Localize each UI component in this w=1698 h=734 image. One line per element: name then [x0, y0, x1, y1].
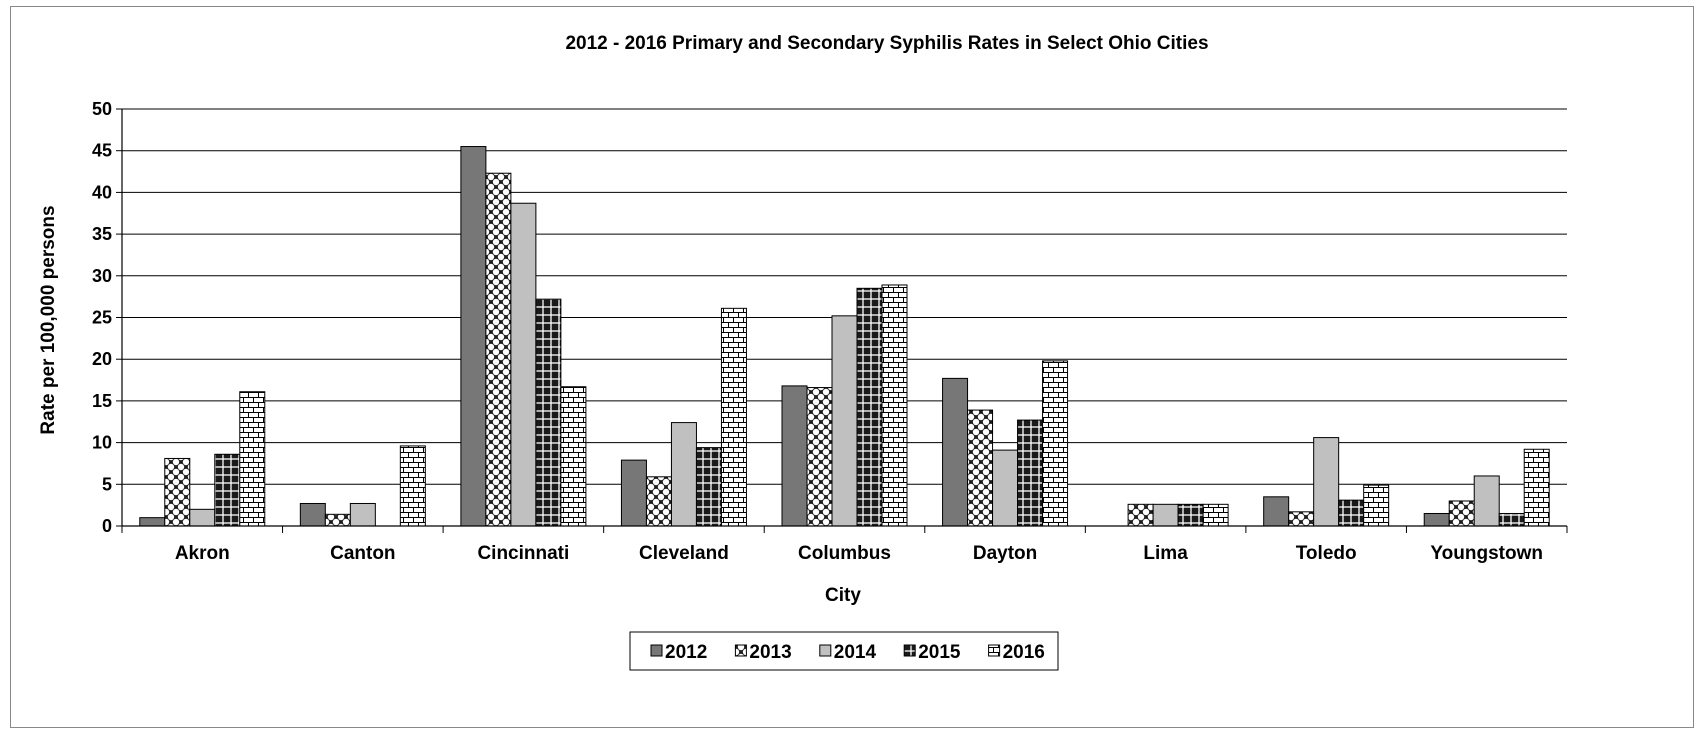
legend-swatch-2016	[988, 644, 1001, 657]
bar-2016-toledo	[1363, 484, 1390, 527]
bar-2014-dayton	[992, 449, 1019, 527]
y-tick-label: 20	[92, 349, 112, 369]
x-tick-label: Youngstown	[1430, 543, 1543, 564]
bar-2014-akron	[189, 508, 216, 527]
chart-frame: 2012 - 2016 Primary and Secondary Syphil…	[10, 6, 1694, 728]
y-tick-label: 25	[92, 308, 112, 328]
legend-label-2014: 2014	[834, 642, 877, 663]
x-tick-label: Cleveland	[639, 543, 729, 564]
bars	[139, 146, 1550, 527]
bar-2015-akron	[214, 453, 241, 527]
bar-2015-cincinnati	[535, 298, 562, 527]
x-tick-label: Canton	[330, 543, 395, 564]
bar-2013-lima	[1127, 503, 1154, 527]
bar-2014-canton	[349, 502, 376, 527]
bar-2016-columbus	[881, 284, 908, 527]
legend-label-2012: 2012	[665, 642, 707, 663]
legend: 2012 2013 2014 2015 2016	[629, 631, 1059, 671]
bar-2013-youngstown	[1448, 500, 1475, 527]
legend-label-2016: 2016	[1003, 642, 1045, 663]
chart-title: 2012 - 2016 Primary and Secondary Syphil…	[565, 33, 1208, 54]
bar-2016-lima	[1202, 503, 1229, 527]
bar-2016-akron	[239, 391, 266, 527]
tick-labels: 0 5 10 15 20 25 30 35 40 45 50 Akron Canton Cincinnat…	[92, 99, 1543, 564]
y-tick-label: 50	[92, 99, 112, 119]
bar-2014-columbus	[831, 315, 858, 527]
y-tick-label: 10	[92, 433, 112, 453]
bar-2015-lima	[1177, 503, 1204, 527]
x-tick-label: Cincinnati	[477, 543, 569, 564]
bar-2014-cincinnati	[510, 202, 537, 527]
legend-swatch-2013	[734, 644, 747, 657]
bar-2012-canton	[299, 502, 326, 527]
y-tick-label: 35	[92, 224, 112, 244]
bar-chart: 2012 - 2016 Primary and Secondary Syphil…	[38, 33, 1568, 671]
bar-2016-cincinnati	[560, 386, 587, 527]
bar-2015-columbus	[856, 287, 883, 527]
y-tick-label: 15	[92, 391, 112, 411]
x-tick-label: Lima	[1143, 543, 1188, 564]
legend-label-2013: 2013	[749, 642, 791, 663]
x-axis-title: City	[825, 585, 861, 606]
bar-2012-dayton	[942, 377, 969, 527]
bar-2014-toledo	[1313, 437, 1340, 527]
y-tick-label: 5	[102, 474, 112, 494]
legend-swatch-2015	[903, 644, 916, 657]
bar-2013-canton	[324, 513, 351, 527]
x-tick-label: Columbus	[798, 543, 891, 564]
bar-2014-lima	[1152, 503, 1179, 527]
x-tick-label: Dayton	[973, 543, 1037, 564]
bar-2012-toledo	[1263, 496, 1290, 527]
bar-2016-youngstown	[1523, 448, 1550, 527]
bar-2015-cleveland	[695, 447, 722, 527]
y-tick-label: 30	[92, 266, 112, 286]
bar-2013-dayton	[967, 409, 994, 527]
x-tick-label: Akron	[175, 543, 230, 564]
bar-2012-cleveland	[620, 459, 647, 527]
bar-2013-toledo	[1288, 511, 1315, 527]
bar-2015-toledo	[1338, 499, 1365, 527]
bar-2013-cleveland	[645, 476, 672, 527]
bar-2012-akron	[139, 517, 166, 527]
x-tick-label: Toledo	[1296, 543, 1357, 564]
bar-2013-cincinnati	[485, 172, 512, 527]
bar-2014-cleveland	[670, 422, 697, 527]
bar-2016-cleveland	[720, 307, 747, 527]
bar-2013-akron	[164, 457, 191, 527]
legend-swatch-2012	[650, 644, 663, 657]
bar-2015-youngstown	[1498, 512, 1525, 527]
bar-2015-dayton	[1017, 419, 1044, 527]
legend-label-2015: 2015	[918, 642, 961, 663]
y-tick-label: 0	[102, 516, 112, 536]
bar-2012-youngstown	[1423, 512, 1450, 527]
legend-swatch-2014	[819, 644, 832, 657]
bar-2014-youngstown	[1473, 475, 1500, 527]
y-axis-title: Rate per 100,000 persons	[38, 205, 59, 434]
bar-2016-canton	[399, 445, 426, 527]
bar-2012-cincinnati	[460, 146, 487, 527]
bar-2016-dayton	[1042, 360, 1069, 527]
y-tick-label: 40	[92, 182, 112, 202]
axes	[116, 108, 1568, 533]
bar-2013-columbus	[806, 387, 833, 527]
y-tick-label: 45	[92, 141, 112, 161]
bar-2012-columbus	[781, 385, 808, 527]
legend-box	[629, 631, 1059, 671]
